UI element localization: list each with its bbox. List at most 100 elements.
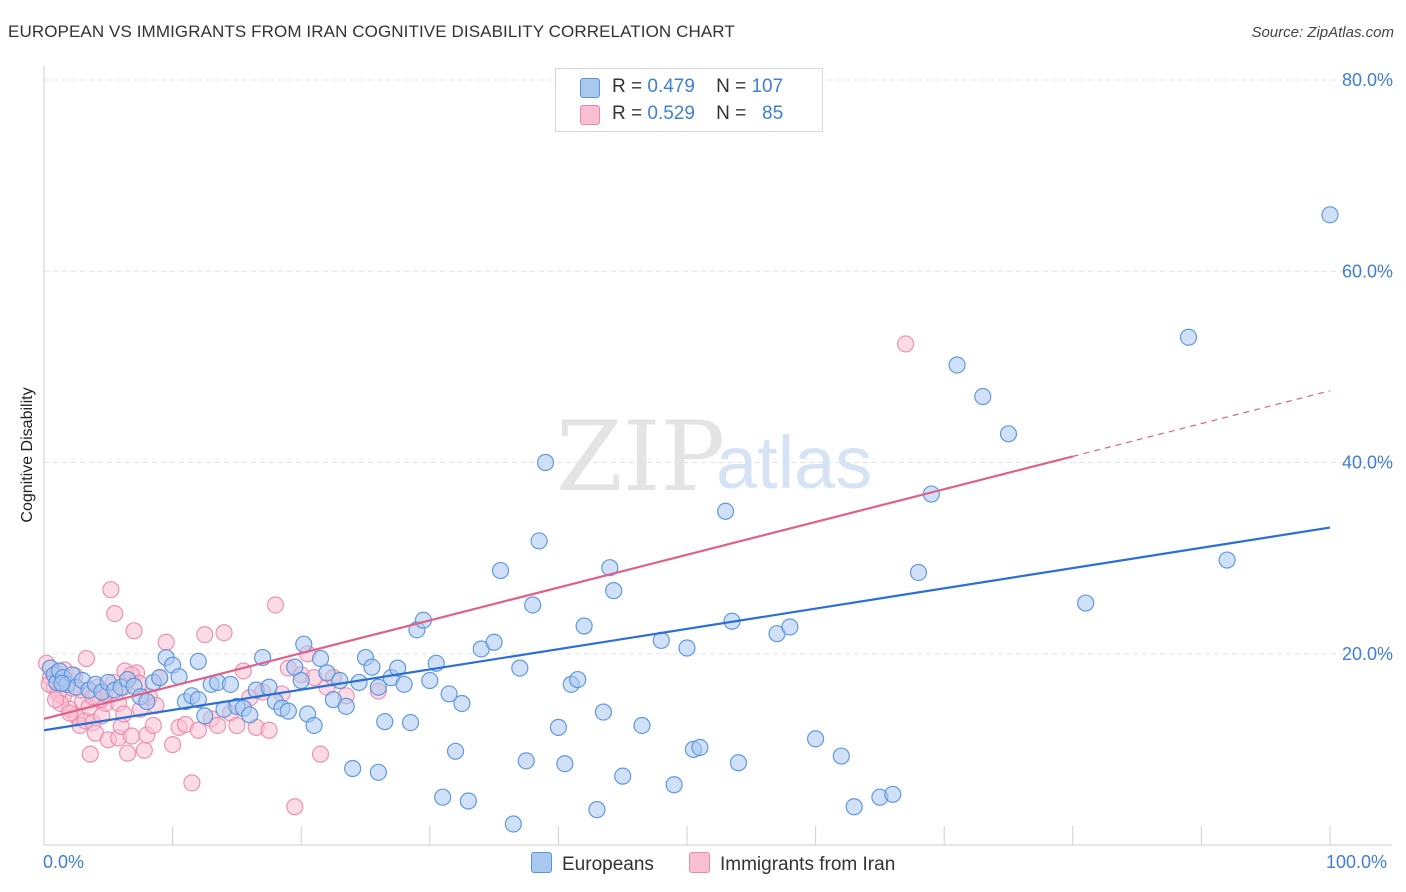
y-tick-label: 60.0%	[1342, 261, 1393, 281]
data-point-european	[511, 659, 529, 677]
data-point-iran	[164, 735, 182, 754]
data-point-european	[376, 713, 394, 731]
data-point-iran	[125, 622, 143, 640]
data-point-european	[485, 633, 503, 651]
data-point-european	[491, 561, 510, 580]
legend-r-label: R =	[612, 103, 643, 124]
data-point-european	[196, 707, 214, 725]
y-tick-label: 20.0%	[1342, 644, 1393, 664]
data-point-iran	[228, 716, 246, 735]
data-point-european	[665, 776, 683, 794]
data-point-iran	[189, 721, 207, 739]
data-point-european	[421, 671, 439, 690]
data-point-european	[575, 617, 593, 635]
legend-swatch-europeans	[531, 852, 552, 873]
legend-r-value: 0.479	[647, 76, 695, 97]
data-point-iran	[897, 335, 915, 353]
data-point-european	[614, 767, 632, 785]
data-point-european	[295, 635, 313, 653]
data-point-european	[601, 559, 619, 577]
data-point-european	[729, 754, 748, 772]
data-point-iran	[266, 596, 285, 614]
data-point-european	[401, 713, 420, 732]
data-point-iran	[157, 633, 175, 651]
data-point-european	[331, 671, 349, 690]
trend-line-iran-extension	[1072, 390, 1331, 457]
legend-swatch-blue	[580, 78, 600, 98]
data-point-european	[453, 694, 471, 713]
data-point-european	[389, 659, 407, 677]
legend-item-europeans: Europeans	[531, 852, 654, 876]
data-point-european	[305, 716, 323, 735]
watermark-zip: ZIP	[556, 401, 725, 513]
data-point-european	[53, 674, 71, 692]
data-point-european	[504, 815, 522, 833]
y-tick-label: 40.0%	[1342, 453, 1393, 473]
data-point-european	[1218, 551, 1236, 569]
data-point-european	[594, 703, 613, 721]
data-point-european	[434, 788, 452, 806]
data-point-iran	[196, 626, 214, 644]
data-point-iran	[102, 581, 120, 599]
legend-swatch-iran	[689, 852, 710, 873]
data-point-iran	[234, 662, 252, 680]
data-point-european	[189, 691, 207, 709]
legend-n-value: 107	[751, 76, 784, 97]
data-point-iran	[215, 624, 233, 642]
data-point-european	[832, 747, 850, 765]
data-point-european	[440, 685, 458, 703]
data-point-european	[678, 639, 696, 657]
data-point-european	[459, 792, 477, 810]
iran-points	[37, 335, 915, 816]
european-points	[41, 206, 1339, 833]
axes	[43, 66, 1392, 846]
data-point-european	[569, 670, 587, 689]
data-point-european	[369, 763, 387, 781]
legend-n-label: N =	[716, 103, 747, 124]
y-tick-labels: 20.0% 40.0% 60.0% 80.0%	[1342, 70, 1393, 664]
trend-line-europeans	[43, 526, 1331, 732]
legend-r-value: 0.529	[647, 103, 695, 124]
data-point-european	[279, 702, 297, 720]
data-point-iran	[286, 798, 304, 816]
watermark-atlas: atlas	[716, 421, 872, 504]
chart-title: EUROPEAN VS IMMIGRANTS FROM IRAN COGNITI…	[8, 22, 735, 41]
data-point-iran	[122, 727, 141, 745]
data-point-european	[549, 718, 568, 736]
data-point-european	[556, 755, 574, 773]
data-point-european	[151, 669, 169, 687]
trend-line-iran	[43, 455, 1074, 720]
data-point-european	[974, 387, 992, 406]
data-point-european	[1179, 328, 1198, 346]
data-point-european	[948, 356, 966, 374]
data-point-iran	[144, 716, 162, 735]
legend-item-iran: Immigrants from Iran	[689, 852, 895, 876]
data-point-european	[344, 759, 362, 778]
trend-lines	[43, 390, 1331, 732]
data-point-european	[292, 671, 310, 690]
data-point-european	[806, 730, 825, 748]
legend-label-iran: Immigrants from Iran	[720, 854, 896, 875]
x-axis-min-label: 0.0%	[43, 852, 85, 872]
data-point-iran	[46, 691, 65, 709]
data-point-european	[1321, 206, 1339, 224]
legend-label-europeans: Europeans	[562, 854, 654, 875]
data-point-iran	[260, 721, 278, 739]
data-point-european	[311, 649, 330, 668]
data-point-european	[1077, 594, 1095, 612]
data-point-european	[845, 798, 863, 816]
legend-n-label: N =	[716, 76, 747, 97]
data-point-european	[221, 675, 240, 693]
data-point-european	[909, 563, 928, 582]
data-point-iran	[118, 744, 137, 762]
y-tick-label: 80.0%	[1342, 70, 1393, 90]
data-point-european	[781, 618, 799, 636]
data-point-european	[395, 675, 413, 693]
legend-r-label: R =	[612, 76, 643, 97]
data-point-european	[189, 652, 207, 671]
data-point-european	[999, 425, 1018, 443]
data-point-iran	[183, 774, 201, 792]
data-point-european	[138, 692, 156, 711]
legend-n-value: 85	[762, 103, 784, 124]
data-point-iran	[77, 649, 96, 668]
